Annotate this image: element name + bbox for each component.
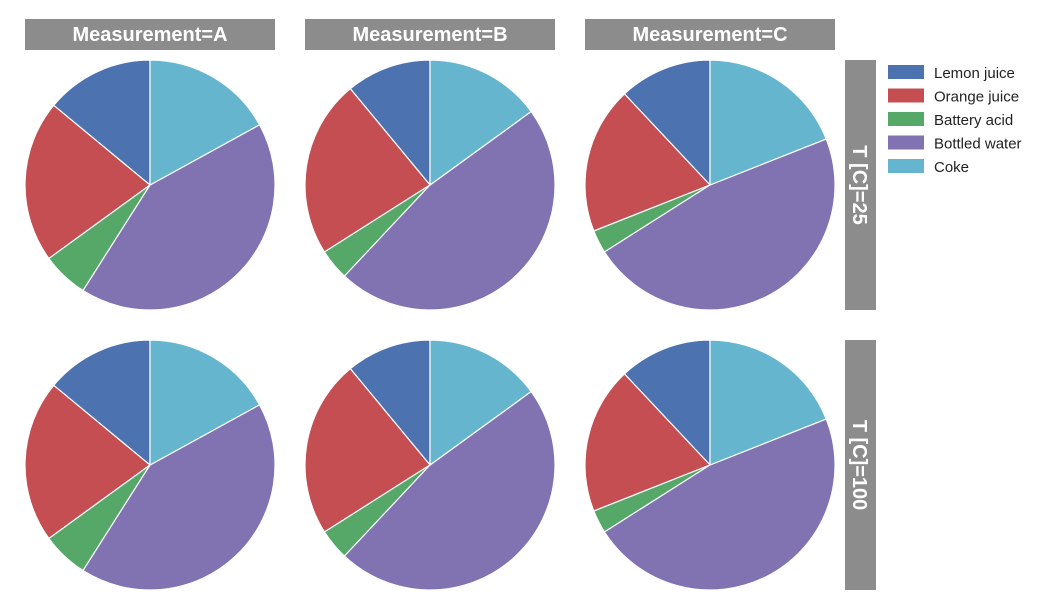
pie-slice-bottled-water: [603, 138, 836, 311]
legend: Lemon juice Orange juice Battery acid Bottl…: [888, 65, 1022, 176]
pie-slice-coke: [149, 59, 261, 187]
pie-slice-lemon-juice: [52, 59, 151, 187]
pie-slice-lemon-juice: [52, 339, 151, 467]
pie-slice-lemon-juice: [623, 339, 711, 467]
legend-item-orange-juice: Orange juice: [888, 88, 1019, 106]
row-header-25: T [C]=25: [845, 60, 876, 310]
legend-label: Battery acid: [934, 112, 1013, 129]
legend-item-coke: Coke: [888, 159, 969, 176]
pie-t-c-100-measurement-a: [24, 339, 276, 591]
pie-slice-bottled-water: [82, 403, 276, 591]
pie-slice-bottled-water: [343, 390, 556, 591]
column-header-c: Measurement=C: [585, 19, 835, 50]
row-header-label: T [C]=100: [848, 420, 870, 511]
pie-slice-orange-juice: [304, 367, 431, 533]
row-header-100: T [C]=100: [845, 340, 876, 590]
column-header-a: Measurement=A: [25, 19, 275, 50]
pie-slice-orange-juice: [304, 87, 431, 253]
pie-t-c-25-measurement-b: [304, 59, 556, 311]
pie-slice-coke: [429, 339, 532, 467]
pie-slice-bottled-water: [82, 123, 276, 311]
pie-slice-coke: [709, 339, 827, 466]
pie-t-c-25-measurement-a: [24, 59, 276, 311]
legend-label: Bottled water: [934, 136, 1022, 153]
column-header-label: Measurement=A: [72, 24, 227, 46]
legend-swatch: [888, 88, 924, 103]
legend-label: Lemon juice: [934, 65, 1015, 82]
legend-swatch: [888, 65, 924, 79]
column-header-label: Measurement=B: [352, 24, 507, 46]
pie-t-c-100-measurement-b: [304, 339, 556, 591]
legend-label: Coke: [934, 159, 969, 176]
pie-slice-coke: [429, 59, 532, 187]
column-header-label: Measurement=C: [632, 24, 787, 46]
legend-item-battery-acid: Battery acid: [888, 112, 1013, 129]
legend-swatch: [888, 135, 924, 150]
legend-item-bottled-water: Bottled water: [888, 135, 1022, 153]
pie-t-c-25-measurement-c: [584, 59, 836, 311]
legend-swatch: [888, 159, 924, 173]
pie-slice-bottled-water: [343, 110, 556, 311]
pie-slice-orange-juice: [24, 104, 151, 260]
legend-swatch: [888, 112, 924, 126]
pie-slice-bottled-water: [603, 418, 836, 591]
row-header-label: T [C]=25: [848, 145, 870, 224]
pie-slice-lemon-juice: [349, 59, 431, 187]
legend-label: Orange juice: [934, 89, 1019, 106]
legend-item-lemon-juice: Lemon juice: [888, 65, 1015, 82]
pie-slice-coke: [709, 59, 827, 186]
pie-slice-lemon-juice: [349, 339, 431, 467]
column-header-b: Measurement=B: [305, 19, 555, 50]
pie-slice-orange-juice: [24, 384, 151, 540]
pie-slice-coke: [149, 339, 261, 467]
pie-panels: [24, 59, 836, 591]
pie-t-c-100-measurement-c: [584, 339, 836, 591]
pie-slice-lemon-juice: [623, 59, 711, 187]
